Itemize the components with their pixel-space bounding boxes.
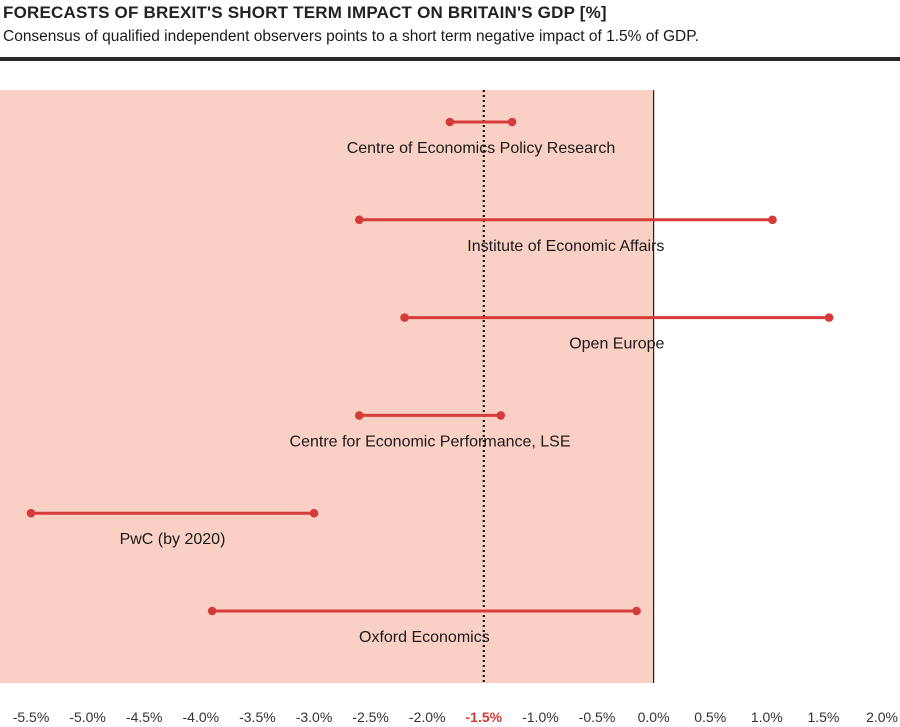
x-tick-label: 2.0% [866,709,898,725]
range-high-point [496,411,506,420]
x-tick-label: -4.5% [126,709,163,725]
x-tick-label: -2.5% [352,709,389,725]
x-tick-label: -1.0% [522,709,559,725]
x-tick-label: -3.5% [239,709,276,725]
x-tick-label: -3.0% [296,709,333,725]
range-low-point [400,313,409,322]
range-low-point [354,411,364,420]
negative-impact-shading [0,90,654,683]
x-tick-label: -0.5% [579,709,616,725]
title-rule [0,57,900,61]
range-high-point [768,215,777,225]
range-low-point [354,215,364,225]
range-high-point [824,313,834,322]
x-tick-label: 1.5% [807,709,839,725]
range-high-point [507,117,517,127]
range-label: Institute of Economic Affairs [467,238,664,255]
x-tick-label-consensus: -1.5% [466,709,503,725]
x-tick-label: 1.0% [751,709,783,725]
range-label: PwC (by 2020) [120,531,226,548]
range-low-point [207,606,217,616]
x-tick-label: -2.0% [409,709,446,725]
range-label: Centre for Economic Performance, LSE [290,433,571,450]
x-tick-label: 0.0% [638,709,670,725]
range-label: Centre of Economics Policy Research [347,140,616,157]
x-tick-label: 0.5% [694,709,726,725]
range-high-point [309,508,319,518]
range-label: Open Europe [569,336,664,353]
range-low-point [26,508,36,518]
x-tick-label: -5.5% [13,709,50,725]
x-tick-label: -5.0% [69,709,106,725]
range-high-point [632,606,641,616]
chart-subtitle: Consensus of qualified independent obser… [3,28,699,45]
x-tick-label: -4.0% [183,709,220,725]
range-low-point [445,117,455,127]
range-label: Oxford Economics [359,629,490,646]
chart-title: FORECASTS OF BREXIT'S SHORT TERM IMPACT … [3,3,607,22]
